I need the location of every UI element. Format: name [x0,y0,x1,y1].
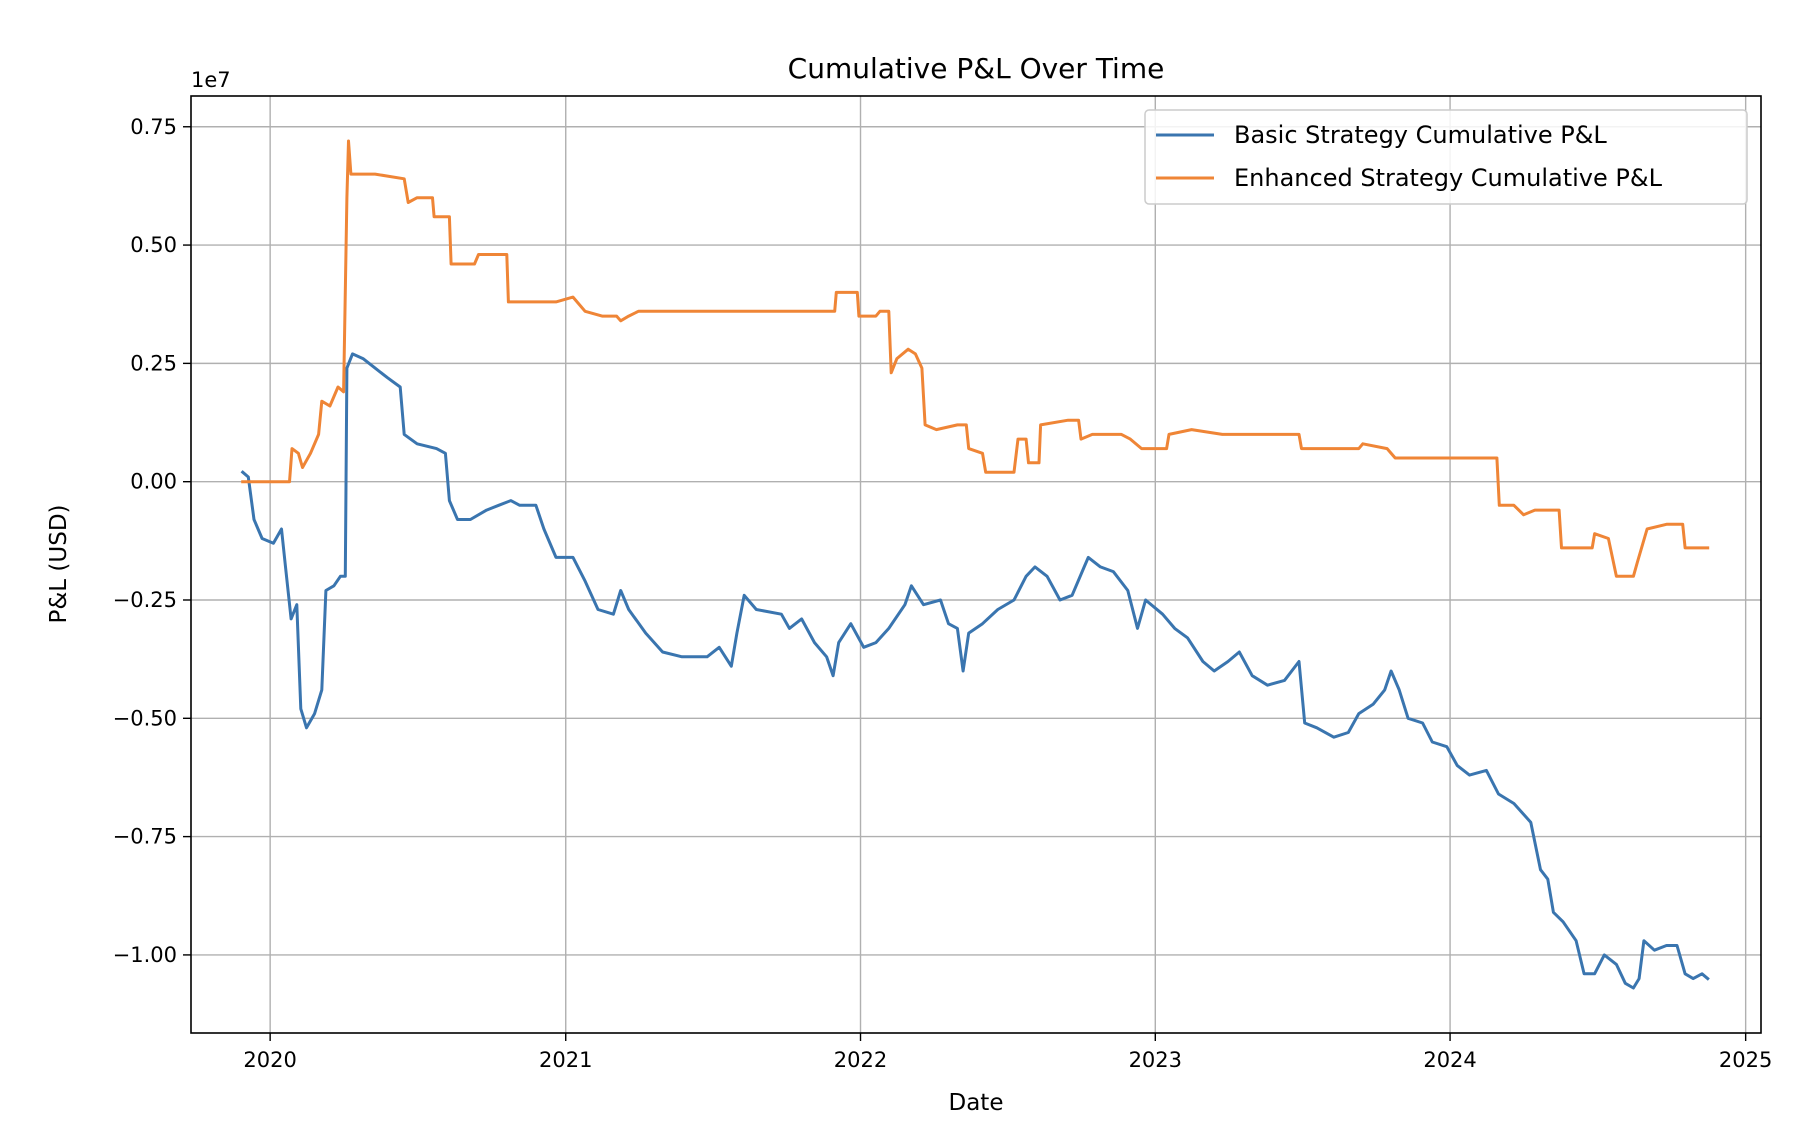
y-tick-label: 0.50 [130,233,177,257]
legend-label-basic: Basic Strategy Cumulative P&L [1234,121,1607,149]
y-tick-label: −1.00 [113,943,177,967]
x-tick-label: 2020 [243,1048,296,1072]
x-tick-label: 2021 [539,1048,592,1072]
x-axis-ticks: 2020 2021 2022 2023 2024 2025 [243,1033,1772,1072]
series-lines [240,139,1710,990]
x-tick-label: 2022 [834,1048,887,1072]
y-axis-label: P&L (USD) [46,504,72,623]
x-tick-label: 2025 [1719,1048,1772,1072]
legend-box [1144,109,1748,205]
y-offset-label: 1e7 [191,68,231,92]
y-tick-label: −0.75 [113,825,177,849]
series-line-enhanced [241,139,1710,578]
legend-label-enhanced: Enhanced Strategy Cumulative P&L [1234,164,1663,192]
y-tick-label: 0.25 [130,351,177,375]
y-tick-label: −0.25 [113,588,177,612]
legend: Basic Strategy Cumulative P&L Enhanced S… [1144,109,1748,205]
series-line-basic [240,352,1710,990]
y-tick-label: 0.00 [130,470,177,494]
x-tick-label: 2024 [1423,1048,1476,1072]
y-tick-label: −0.50 [113,706,177,730]
x-tick-label: 2023 [1129,1048,1182,1072]
y-axis-ticks: 0.75 0.50 0.25 0.00 −0.25 −0.50 −0.75 −1.00 [113,115,191,967]
plot-frame [190,95,1762,1034]
y-tick-label: 0.75 [130,115,177,139]
x-axis-label: Date [949,1090,1004,1116]
chart-title: Cumulative P&L Over Time [788,52,1165,85]
